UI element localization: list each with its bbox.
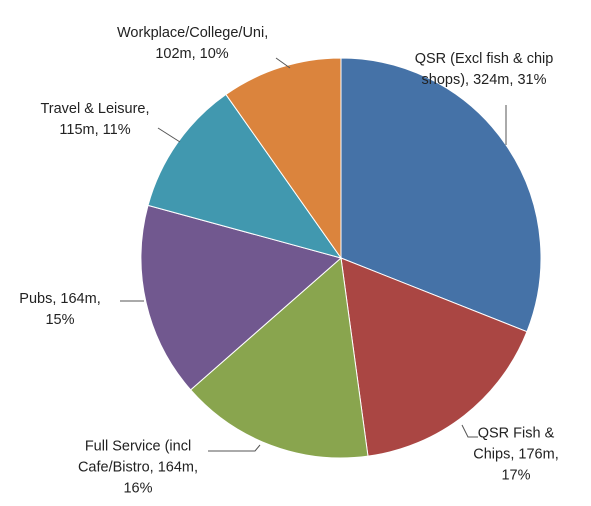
category: Workplace/College/Uni (117, 25, 265, 41)
category: Travel & Leisure (40, 101, 146, 117)
leader-lines (120, 57, 507, 452)
leader-line (275, 57, 291, 69)
pie-slice (147, 93, 343, 259)
category: QSR Fish & Chips (473, 425, 555, 463)
value-label: 164m (60, 291, 97, 307)
leader-line (208, 444, 261, 452)
pie-slice (140, 204, 343, 391)
value-label: 324m (473, 72, 510, 88)
percent-label: 11% (102, 122, 131, 138)
slice-label: Workplace/College/Uni, 102m, 10% (117, 25, 269, 62)
percent-label: 17% (501, 467, 531, 484)
percent-label: 15% (45, 312, 75, 328)
value-label: 164m (157, 459, 195, 476)
category: Full Service (incl Cafe/Bistro (77, 438, 192, 476)
percent-label: 10% (199, 46, 229, 62)
pie-slice (189, 257, 369, 459)
pie-slice (340, 57, 542, 333)
leader-line (461, 424, 478, 438)
slice-label: Pubs, 164m, 15% (19, 291, 101, 328)
value-label: 115m (59, 122, 95, 138)
slice-label: Travel & Leisure, 115m, 11% (40, 101, 150, 138)
slice-label: Full Service (incl Cafe/Bistro, 164m, 16… (77, 438, 199, 497)
category: QSR (Excl fish & chip shops) (414, 51, 554, 88)
percent-label: 16% (123, 480, 153, 497)
value-label: 176m (518, 446, 555, 463)
percent-label: 31% (517, 72, 547, 88)
pie-slice (340, 257, 528, 457)
slice-label: QSR Fish & Chips, 176m, 17% (473, 425, 559, 484)
value-label: 102m (155, 46, 192, 62)
category: Pubs (19, 291, 53, 307)
pie-slice (225, 57, 342, 260)
slice-label: QSR (Excl fish & chip shops), 324m, 31% (414, 51, 554, 88)
leader-line (157, 127, 181, 143)
